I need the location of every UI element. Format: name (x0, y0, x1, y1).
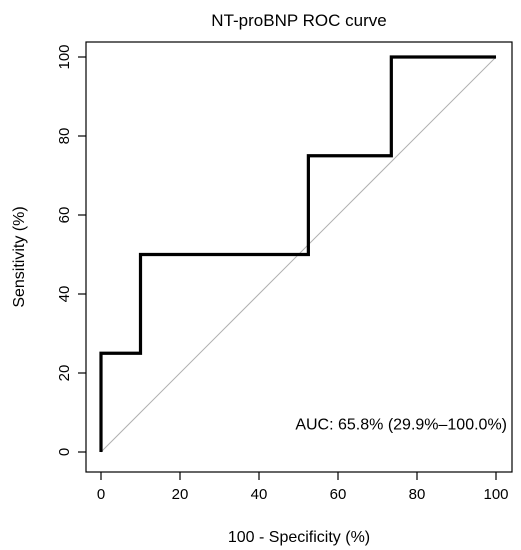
y-axis-label: Sensitivity (%) (11, 206, 28, 307)
y-tick-label: 20 (56, 365, 73, 382)
x-axis: 0 20 40 60 80 100 (97, 472, 509, 503)
annotation-layer: AUC: 65.8% (29.9%–100.0%) (295, 416, 507, 433)
x-tick-label: 40 (251, 486, 268, 503)
x-tick-label: 60 (330, 486, 347, 503)
y-tick-label: 80 (56, 128, 73, 145)
y-axis: 0 20 40 60 80 100 (56, 44, 86, 456)
x-axis-label: 100 - Specificity (%) (228, 529, 370, 546)
auc-annotation: AUC: 65.8% (29.9%–100.0%) (295, 416, 507, 433)
y-tick-label: 0 (56, 448, 73, 456)
x-tick-label: 0 (97, 486, 105, 503)
y-tick-label: 40 (56, 286, 73, 303)
series-layer (99, 55, 496, 452)
x-tick-label: 20 (172, 486, 189, 503)
plot-frame (85, 41, 513, 473)
y-tick-label: 100 (56, 44, 73, 69)
y-tick-label: 60 (56, 207, 73, 224)
x-tick-label: 80 (409, 486, 426, 503)
roc-curve-line (99, 55, 496, 452)
chart-title: NT-proBNP ROC curve (211, 11, 386, 30)
x-tick-label: 100 (483, 486, 508, 503)
